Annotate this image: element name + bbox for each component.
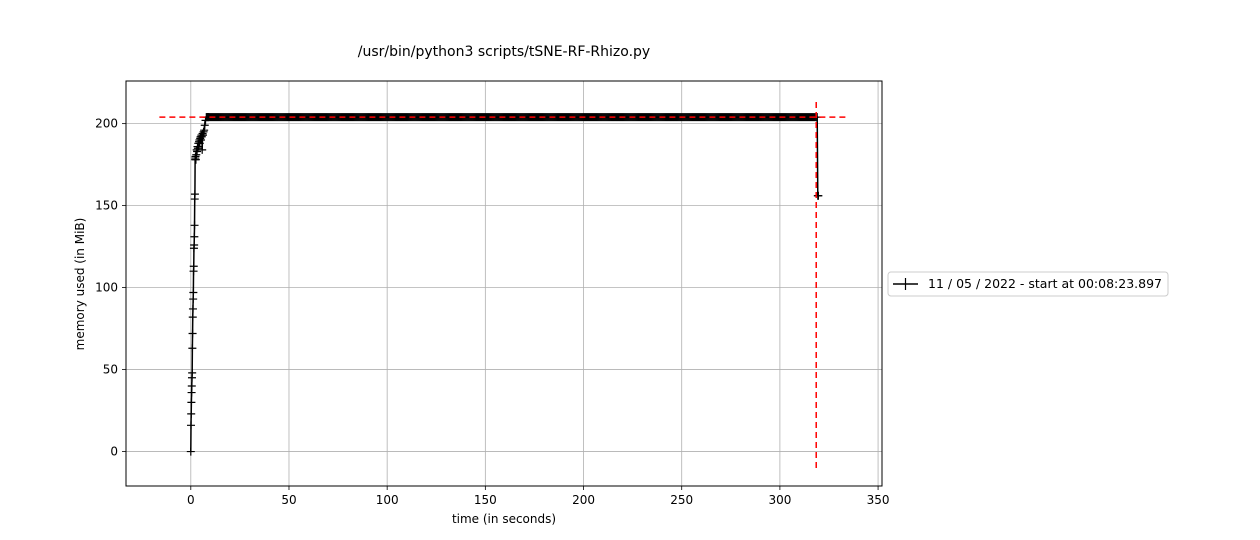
grid: [126, 81, 882, 486]
x-tick-label: 300: [768, 493, 791, 507]
y-tick-label: 200: [95, 117, 118, 131]
data-point: [188, 368, 197, 377]
data-point: [189, 262, 198, 271]
data-point: [187, 409, 196, 418]
legend-entry-label: 11 / 05 / 2022 - start at 00:08:23.897: [928, 276, 1162, 291]
x-tick-label: 50: [281, 493, 296, 507]
data-point: [190, 232, 199, 241]
data-point: [187, 398, 196, 407]
data-point: [197, 132, 206, 141]
y-tick-label: 100: [95, 281, 118, 295]
data-point: [190, 221, 199, 230]
annotation-group: [159, 100, 849, 468]
chart-title: /usr/bin/python3 scripts/tSNE-RF-Rhizo.p…: [358, 44, 650, 60]
data-point: [186, 421, 195, 430]
y-tick-label: 150: [95, 199, 118, 213]
data-point: [198, 145, 207, 154]
x-tick-label: 100: [376, 493, 399, 507]
data-point: [188, 304, 197, 313]
plot-area-frame: [125, 80, 883, 487]
data-point: [190, 240, 199, 249]
x-tick-label: 250: [670, 493, 693, 507]
x-tick-label: 350: [867, 493, 890, 507]
y-tick-label: 0: [110, 445, 118, 459]
data-point: [188, 313, 197, 322]
x-axis: 0 50 100 150 200 250 300 350: [187, 486, 890, 507]
y-axis-label: memory used (in MiB): [73, 218, 87, 351]
data-point: [200, 121, 209, 130]
data-point: [189, 288, 198, 297]
y-axis: 0 50 100 150 200: [95, 117, 126, 459]
x-tick-label: 0: [187, 493, 195, 507]
series-line: [190, 116, 819, 452]
data-point: [187, 381, 196, 390]
series-group: [186, 113, 823, 456]
legend: 11 / 05 / 2022 - start at 00:08:23.897: [887, 271, 1169, 297]
data-point: [188, 344, 197, 353]
data-point: [186, 447, 195, 456]
y-tick-label: 50: [103, 363, 118, 377]
data-point: [190, 190, 199, 199]
data-point: [188, 329, 197, 338]
x-tick-label: 150: [474, 493, 497, 507]
x-tick-label: 200: [572, 493, 595, 507]
x-axis-label: time (in seconds): [452, 512, 556, 526]
legend-box: [887, 271, 1169, 297]
